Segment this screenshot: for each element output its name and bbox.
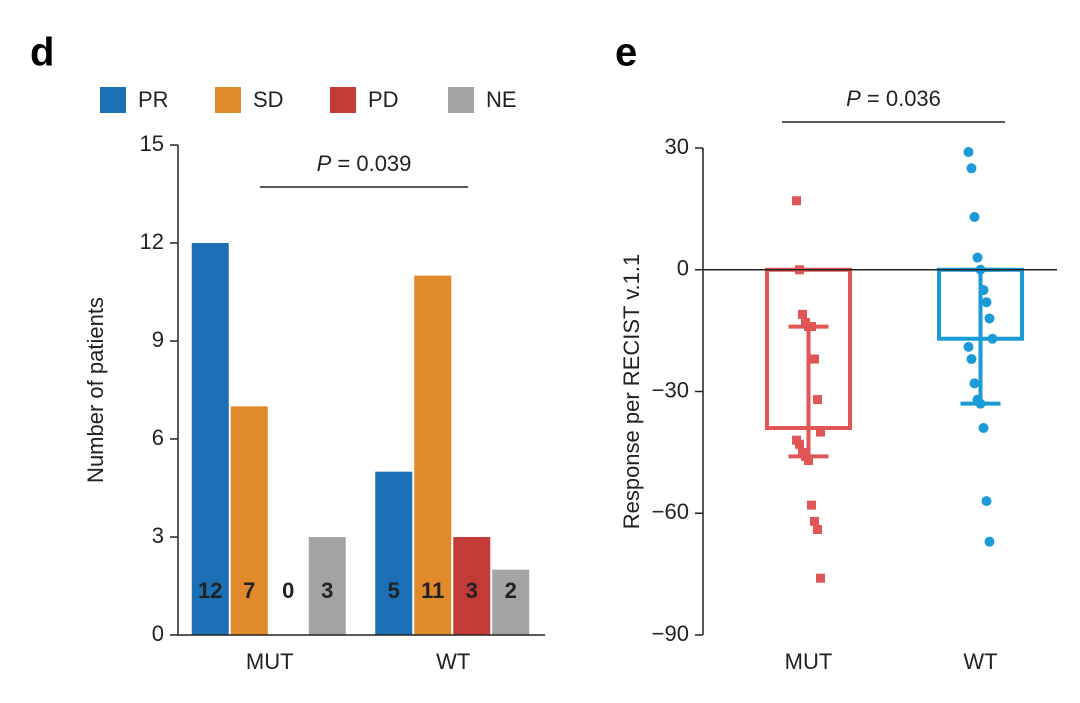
legend-swatch (100, 87, 126, 113)
point (963, 147, 974, 158)
point (978, 285, 989, 296)
bar (453, 537, 491, 635)
point (963, 341, 974, 352)
legend-swatch (448, 87, 474, 113)
legend-label: SD (253, 87, 284, 112)
value-label: 3 (321, 578, 333, 603)
annotation-text: = 0.039 (337, 151, 411, 176)
x-tick-label: WT (963, 649, 997, 674)
value-label: 7 (243, 578, 255, 603)
point (981, 496, 992, 507)
legend-label: PD (368, 87, 399, 112)
legend-swatch (330, 87, 356, 113)
y-tick-label: 0 (677, 256, 689, 281)
annotation-symbol: P (846, 86, 861, 111)
legend-label: NE (486, 87, 517, 112)
value-label: 11 (421, 578, 444, 603)
point (975, 398, 986, 409)
point (987, 333, 998, 344)
bar (375, 471, 413, 635)
point (807, 500, 816, 510)
point (984, 536, 995, 547)
point (813, 395, 822, 405)
point (810, 516, 819, 526)
point (810, 354, 819, 364)
value-label: 2 (505, 578, 517, 603)
panel-label: d (30, 31, 54, 75)
bar (492, 569, 530, 635)
y-tick-label: 9 (152, 327, 164, 352)
value-label: 5 (388, 578, 400, 603)
point (969, 378, 980, 389)
x-tick-label: MUT (785, 649, 833, 674)
value-label: 0 (282, 578, 294, 603)
point (795, 439, 804, 449)
annotation: P = 0.039 (317, 151, 412, 176)
point (978, 423, 989, 434)
value-label: 12 (198, 578, 222, 603)
annotation: P = 0.036 (846, 86, 941, 111)
value-label: 3 (466, 578, 478, 603)
y-tick-label: −60 (652, 499, 689, 524)
point (969, 211, 980, 222)
point (813, 524, 822, 534)
point (981, 297, 992, 308)
bar (414, 275, 452, 635)
y-tick-label: 3 (152, 523, 164, 548)
x-tick-label: WT (436, 649, 470, 674)
annotation-text: = 0.036 (867, 86, 941, 111)
point (804, 455, 813, 465)
y-tick-label: 0 (152, 621, 164, 646)
y-tick-label: 12 (140, 229, 164, 254)
y-tick-label: 6 (152, 425, 164, 450)
y-axis-label: Response per RECIST v.1.1 (619, 254, 644, 530)
point (792, 196, 801, 206)
point (816, 427, 825, 437)
point (816, 573, 825, 583)
point (966, 354, 977, 365)
bar (191, 243, 229, 635)
y-tick-label: 15 (140, 131, 164, 156)
annotation-symbol: P (317, 151, 332, 176)
point (807, 322, 816, 332)
legend-swatch (215, 87, 241, 113)
point (798, 309, 807, 319)
point (984, 313, 995, 324)
legend-label: PR (138, 87, 169, 112)
x-tick-label: MUT (246, 649, 294, 674)
point (972, 252, 983, 263)
y-tick-label: 30 (665, 134, 689, 159)
panel-label: e (615, 31, 637, 75)
bar (308, 537, 346, 635)
y-tick-label: −90 (652, 621, 689, 646)
y-tick-label: −30 (652, 377, 689, 402)
point (966, 163, 977, 174)
y-axis-label: Number of patients (83, 297, 108, 483)
bar (230, 406, 268, 635)
